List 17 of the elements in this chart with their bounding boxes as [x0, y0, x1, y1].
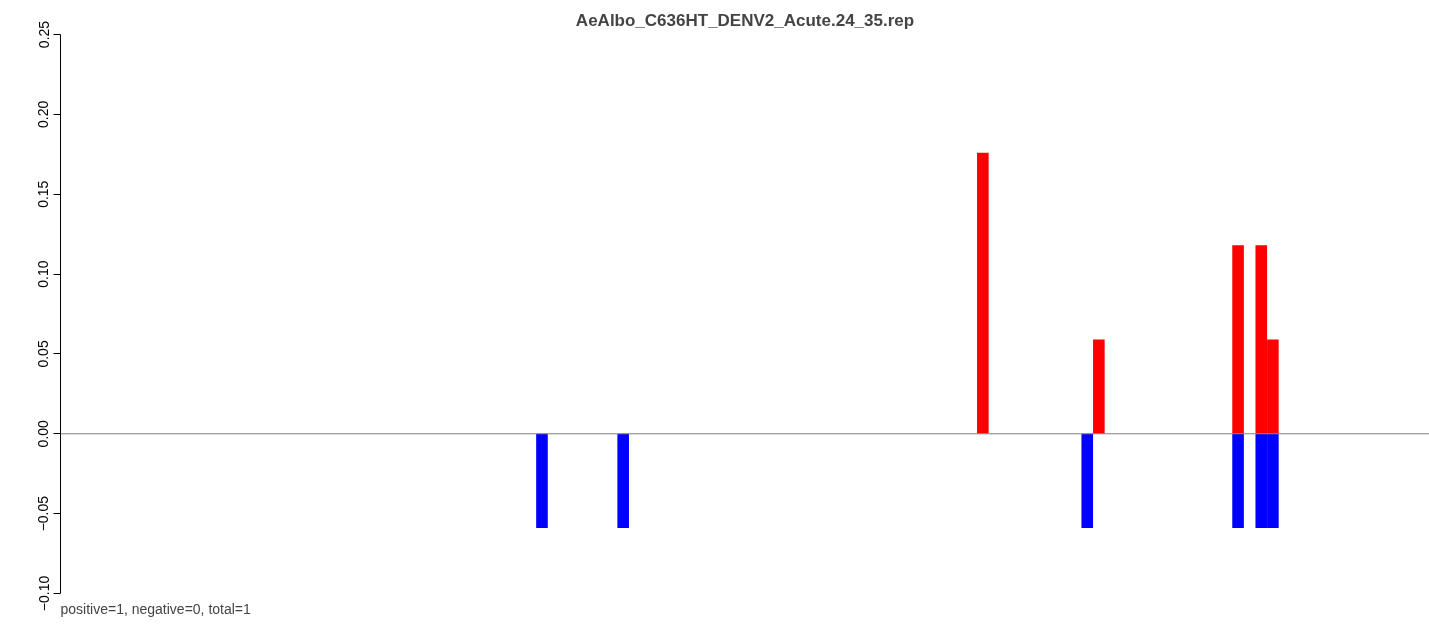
- bar: [617, 433, 629, 529]
- y-tick-label: 0.05: [35, 340, 52, 368]
- y-tick-label: 0.20: [35, 100, 52, 128]
- y-tick-label: 0.00: [35, 419, 52, 448]
- y-tick-label: 0.10: [35, 260, 52, 288]
- y-tick-label: −0.05: [35, 495, 52, 532]
- y-tick-label: −0.10: [35, 575, 52, 612]
- bar: [1232, 433, 1244, 529]
- bar: [977, 152, 989, 434]
- bar: [1081, 433, 1094, 529]
- bar: [1232, 245, 1244, 434]
- chart-title: AeAlbo_C636HT_DENV2_Acute.24_35.rep: [575, 10, 915, 30]
- y-tick-label: 0.25: [35, 20, 52, 49]
- text: positive=1, negative=0, total=1: [60, 600, 252, 617]
- y-tick-label: 0.15: [35, 180, 52, 208]
- bar: [536, 433, 548, 529]
- bar: [1093, 339, 1105, 434]
